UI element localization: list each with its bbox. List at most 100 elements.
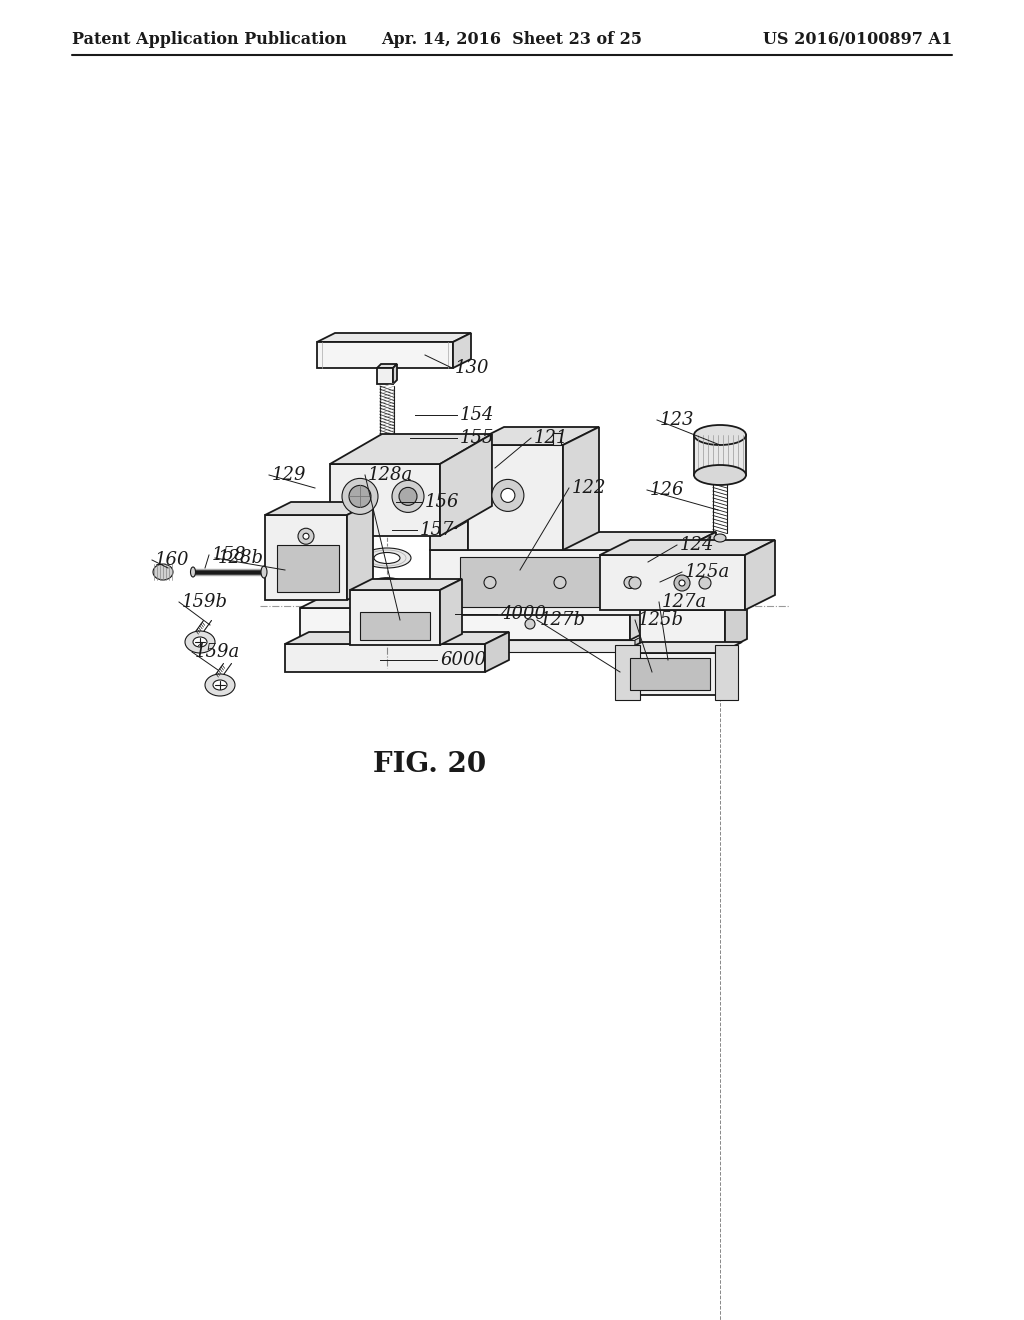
Circle shape bbox=[350, 619, 360, 630]
Polygon shape bbox=[680, 532, 716, 615]
Polygon shape bbox=[300, 595, 656, 609]
Polygon shape bbox=[265, 502, 373, 515]
Ellipse shape bbox=[205, 675, 234, 696]
Polygon shape bbox=[640, 610, 725, 649]
Polygon shape bbox=[317, 333, 471, 342]
Text: 123: 123 bbox=[660, 411, 694, 429]
Ellipse shape bbox=[694, 425, 746, 445]
Polygon shape bbox=[640, 599, 746, 610]
Polygon shape bbox=[330, 434, 492, 465]
Ellipse shape bbox=[349, 486, 371, 507]
Polygon shape bbox=[620, 653, 720, 696]
Text: US 2016/0100897 A1: US 2016/0100897 A1 bbox=[763, 32, 952, 49]
Text: 158: 158 bbox=[212, 546, 247, 564]
Polygon shape bbox=[630, 657, 710, 690]
Polygon shape bbox=[438, 510, 456, 528]
Polygon shape bbox=[456, 502, 472, 528]
Text: 157: 157 bbox=[420, 521, 455, 539]
Circle shape bbox=[492, 479, 524, 511]
Ellipse shape bbox=[193, 638, 207, 647]
Polygon shape bbox=[563, 426, 599, 550]
Polygon shape bbox=[295, 640, 635, 652]
Ellipse shape bbox=[361, 451, 413, 474]
Text: 128a: 128a bbox=[368, 466, 414, 484]
Ellipse shape bbox=[185, 631, 215, 653]
Text: 130: 130 bbox=[455, 359, 489, 378]
Ellipse shape bbox=[190, 568, 196, 577]
Polygon shape bbox=[430, 550, 680, 615]
Ellipse shape bbox=[694, 465, 746, 484]
Polygon shape bbox=[360, 612, 430, 640]
Circle shape bbox=[501, 488, 515, 503]
Text: 127a: 127a bbox=[662, 593, 708, 611]
Text: FIG. 20: FIG. 20 bbox=[374, 751, 486, 779]
Text: 128b: 128b bbox=[218, 549, 264, 568]
Polygon shape bbox=[377, 364, 397, 368]
Ellipse shape bbox=[342, 478, 378, 515]
Polygon shape bbox=[278, 545, 339, 591]
Polygon shape bbox=[440, 579, 462, 645]
Text: 127b: 127b bbox=[540, 611, 586, 630]
Text: 122: 122 bbox=[572, 479, 606, 498]
Polygon shape bbox=[635, 627, 662, 652]
Polygon shape bbox=[430, 487, 468, 550]
Text: Patent Application Publication: Patent Application Publication bbox=[72, 32, 347, 49]
Polygon shape bbox=[620, 642, 742, 653]
Text: 126: 126 bbox=[650, 480, 684, 499]
Polygon shape bbox=[393, 364, 397, 384]
Ellipse shape bbox=[261, 566, 267, 578]
Ellipse shape bbox=[366, 477, 408, 495]
Circle shape bbox=[624, 577, 636, 589]
Circle shape bbox=[525, 619, 535, 630]
Ellipse shape bbox=[374, 553, 400, 564]
Polygon shape bbox=[485, 632, 509, 672]
Text: 159b: 159b bbox=[182, 593, 228, 611]
Polygon shape bbox=[265, 515, 347, 601]
Text: 154: 154 bbox=[460, 407, 495, 424]
Polygon shape bbox=[430, 532, 716, 550]
Text: Apr. 14, 2016  Sheet 23 of 25: Apr. 14, 2016 Sheet 23 of 25 bbox=[382, 32, 642, 49]
Ellipse shape bbox=[714, 535, 726, 543]
Polygon shape bbox=[553, 433, 561, 445]
Ellipse shape bbox=[362, 548, 411, 568]
Circle shape bbox=[484, 577, 496, 589]
Polygon shape bbox=[350, 590, 440, 645]
Circle shape bbox=[699, 577, 711, 589]
Ellipse shape bbox=[367, 578, 407, 598]
Polygon shape bbox=[468, 426, 599, 445]
Ellipse shape bbox=[392, 480, 424, 512]
Text: 125a: 125a bbox=[685, 564, 730, 581]
Circle shape bbox=[629, 577, 641, 589]
Polygon shape bbox=[350, 579, 462, 590]
Text: 159a: 159a bbox=[195, 643, 241, 661]
Polygon shape bbox=[468, 445, 563, 550]
Circle shape bbox=[679, 579, 685, 586]
Ellipse shape bbox=[375, 458, 399, 469]
Circle shape bbox=[440, 619, 450, 630]
Ellipse shape bbox=[213, 680, 227, 690]
Polygon shape bbox=[285, 644, 485, 672]
Polygon shape bbox=[440, 434, 492, 536]
Polygon shape bbox=[377, 368, 393, 384]
Polygon shape bbox=[694, 436, 746, 475]
Polygon shape bbox=[630, 595, 656, 640]
Text: 125b: 125b bbox=[638, 611, 684, 630]
Polygon shape bbox=[600, 554, 745, 610]
Polygon shape bbox=[460, 557, 655, 607]
Text: 4000: 4000 bbox=[500, 605, 546, 623]
Polygon shape bbox=[317, 342, 453, 368]
Circle shape bbox=[554, 577, 566, 589]
Polygon shape bbox=[285, 632, 509, 644]
Polygon shape bbox=[725, 599, 746, 649]
Circle shape bbox=[674, 576, 690, 591]
Ellipse shape bbox=[378, 482, 396, 490]
Ellipse shape bbox=[153, 564, 173, 579]
Polygon shape bbox=[600, 540, 775, 554]
Text: 156: 156 bbox=[425, 492, 460, 511]
Polygon shape bbox=[715, 645, 738, 700]
Text: 129: 129 bbox=[272, 466, 306, 484]
Polygon shape bbox=[453, 333, 471, 368]
Circle shape bbox=[303, 533, 309, 540]
Polygon shape bbox=[347, 502, 373, 601]
Polygon shape bbox=[745, 540, 775, 610]
